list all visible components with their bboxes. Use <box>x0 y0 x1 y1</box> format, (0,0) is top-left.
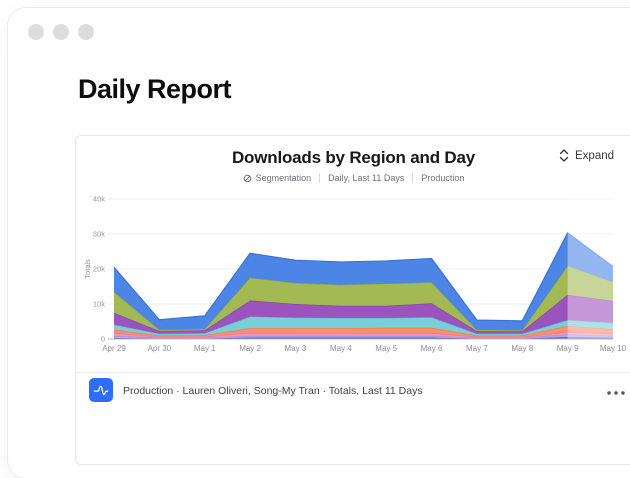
area-series <box>114 332 613 338</box>
x-tick-label: Apr 29 <box>102 344 126 353</box>
series-outline <box>113 232 614 322</box>
y-tick-label: 30k <box>93 230 105 239</box>
y-tick-label: 40k <box>93 195 105 204</box>
area-series <box>114 232 613 331</box>
meta-range-label: Daily, Last 11 Days <box>328 173 405 183</box>
y-tick-label: 10k <box>93 300 105 309</box>
meta-separator <box>319 173 321 183</box>
expand-icon <box>559 149 569 162</box>
x-tick-label: May 2 <box>239 344 261 353</box>
ellipsis-icon <box>607 391 625 395</box>
x-tick-label: May 4 <box>330 344 352 353</box>
x-tick-label: May 10 <box>600 344 627 353</box>
more-options-button[interactable] <box>602 380 630 403</box>
x-tick-label: May 9 <box>557 344 579 353</box>
expand-button[interactable]: Expand <box>559 149 614 162</box>
footer-summary: Production · Lauren Oliveri, Song-My Tra… <box>123 385 423 397</box>
expand-label: Expand <box>575 149 615 162</box>
y-axis-title: Totals <box>83 259 92 279</box>
area-series <box>114 294 613 334</box>
x-tick-label: May 3 <box>285 344 307 353</box>
x-tick-label: May 8 <box>511 344 533 353</box>
app-window: Daily Report Downloads by Region and Day… <box>8 8 630 478</box>
footer-divider <box>76 372 630 373</box>
x-tick-label: May 5 <box>375 344 397 353</box>
area-series <box>114 326 613 337</box>
chart-meta: Segmentation Daily, Last 11 Days Product… <box>76 173 630 183</box>
window-control-dot[interactable] <box>53 24 69 40</box>
stacked-area-chart: 0 10k 20k 30k 40k Apr 29 Apr 30 May 1 May 2 May 3… <box>83 195 627 354</box>
meta-segmentation-label: Segmentation <box>255 173 312 183</box>
area-series <box>114 265 613 332</box>
meta-segmentation: Segmentation <box>243 173 312 183</box>
incomplete-period-overlay <box>567 196 614 339</box>
x-tick-label: May 1 <box>194 344 216 353</box>
x-tick-label: May 7 <box>466 344 488 353</box>
amplitude-logo-icon <box>89 378 113 402</box>
chart-title: Downloads by Region and Day <box>231 148 476 167</box>
segmentation-icon <box>243 174 251 182</box>
x-tick-label: May 6 <box>421 344 443 353</box>
y-tick-label: 0 <box>101 335 105 344</box>
x-tick-label: Apr 30 <box>148 344 172 353</box>
chart-card: Downloads by Region and Day Segmentation… <box>75 135 630 465</box>
meta-separator <box>412 173 414 183</box>
window-control-dot[interactable] <box>28 24 44 40</box>
window-control-dot[interactable] <box>78 24 94 40</box>
window-controls <box>28 24 94 40</box>
page-title: Daily Report <box>78 74 232 104</box>
y-tick-label: 20k <box>93 265 105 274</box>
area-series <box>114 334 613 339</box>
meta-environment-label: Production <box>421 173 465 183</box>
